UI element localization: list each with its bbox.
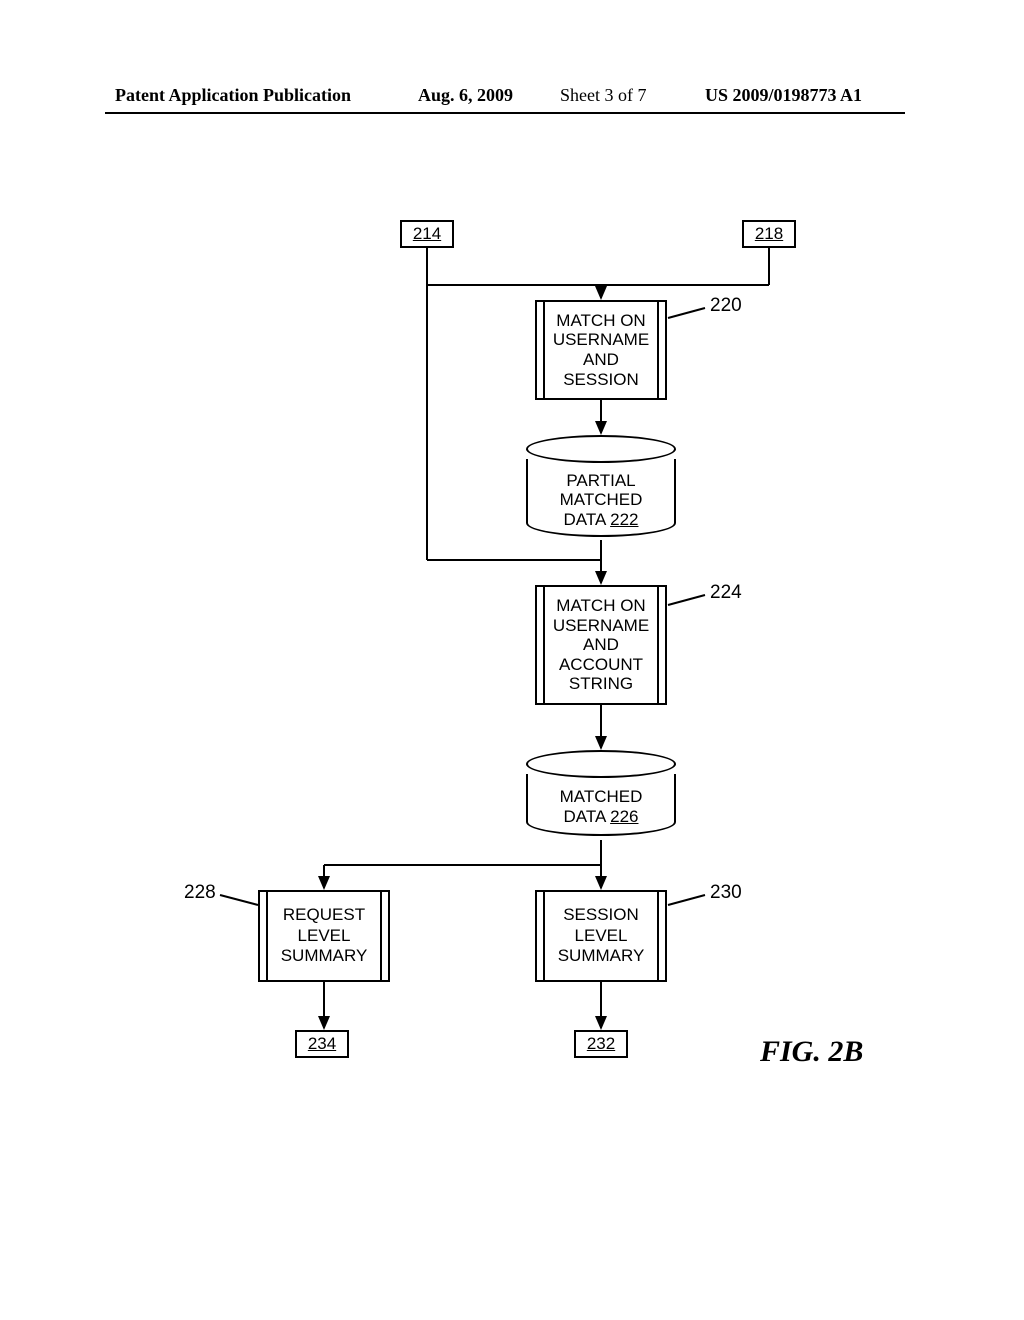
diagram-canvas: 214 218 MATCH ON USERNAME AND SESSION 22… <box>0 190 1024 1210</box>
ref-box-232: 232 <box>574 1030 628 1058</box>
proc224-l2: USERNAME <box>553 616 649 636</box>
proc224-l4: ACCOUNT <box>559 655 643 675</box>
ref-box-218: 218 <box>742 220 796 248</box>
db-partial-matched: PARTIAL MATCHED DATA 222 <box>526 435 676 537</box>
proc224-l1: MATCH ON <box>556 596 645 616</box>
callout-224: 224 <box>710 582 742 604</box>
proc228-l3: SUMMARY <box>281 946 368 966</box>
proc224-l5: STRING <box>569 674 633 694</box>
sheet-num: Sheet 3 of 7 <box>560 85 646 106</box>
proc-match-username-session: MATCH ON USERNAME AND SESSION <box>535 300 667 400</box>
db-matched: MATCHED DATA 226 <box>526 750 676 836</box>
pub-date: Aug. 6, 2009 <box>418 85 513 106</box>
proc228-l1: REQUEST <box>283 905 365 925</box>
proc-session-summary: SESSION LEVEL SUMMARY <box>535 890 667 982</box>
proc230-l3: SUMMARY <box>558 946 645 966</box>
connectors-svg <box>0 190 1024 1210</box>
proc-request-summary: REQUEST LEVEL SUMMARY <box>258 890 390 982</box>
db-body: PARTIAL MATCHED DATA 222 <box>526 459 676 537</box>
db-top <box>526 750 676 778</box>
ref-214: 214 <box>413 224 441 244</box>
header-rule <box>105 112 905 114</box>
pub-label: Patent Application Publication <box>115 85 351 106</box>
proc220-l3: AND <box>583 350 619 370</box>
db222-l2: MATCHED <box>560 490 643 510</box>
db222-l1: PARTIAL <box>566 471 635 491</box>
ref-232: 232 <box>587 1034 615 1054</box>
proc220-l4: SESSION <box>563 370 639 390</box>
ref-box-234: 234 <box>295 1030 349 1058</box>
proc230-l2: LEVEL <box>575 926 628 946</box>
ref-234: 234 <box>308 1034 336 1054</box>
callout-220: 220 <box>710 295 742 317</box>
proc230-l1: SESSION <box>563 905 639 925</box>
figure-label: FIG. 2B <box>760 1035 863 1069</box>
callout-230: 230 <box>710 882 742 904</box>
db226-l1: MATCHED <box>560 787 643 807</box>
proc228-l2: LEVEL <box>298 926 351 946</box>
proc-match-username-account: MATCH ON USERNAME AND ACCOUNT STRING <box>535 585 667 705</box>
callout-228: 228 <box>184 882 216 904</box>
proc220-l1: MATCH ON <box>556 311 645 331</box>
db226-l2: DATA 226 <box>564 807 639 827</box>
db-top <box>526 435 676 463</box>
pub-num: US 2009/0198773 A1 <box>705 85 862 106</box>
proc220-l2: USERNAME <box>553 330 649 350</box>
ref-218: 218 <box>755 224 783 244</box>
db222-l3: DATA 222 <box>564 510 639 530</box>
ref-box-214: 214 <box>400 220 454 248</box>
db-body: MATCHED DATA 226 <box>526 774 676 836</box>
proc224-l3: AND <box>583 635 619 655</box>
